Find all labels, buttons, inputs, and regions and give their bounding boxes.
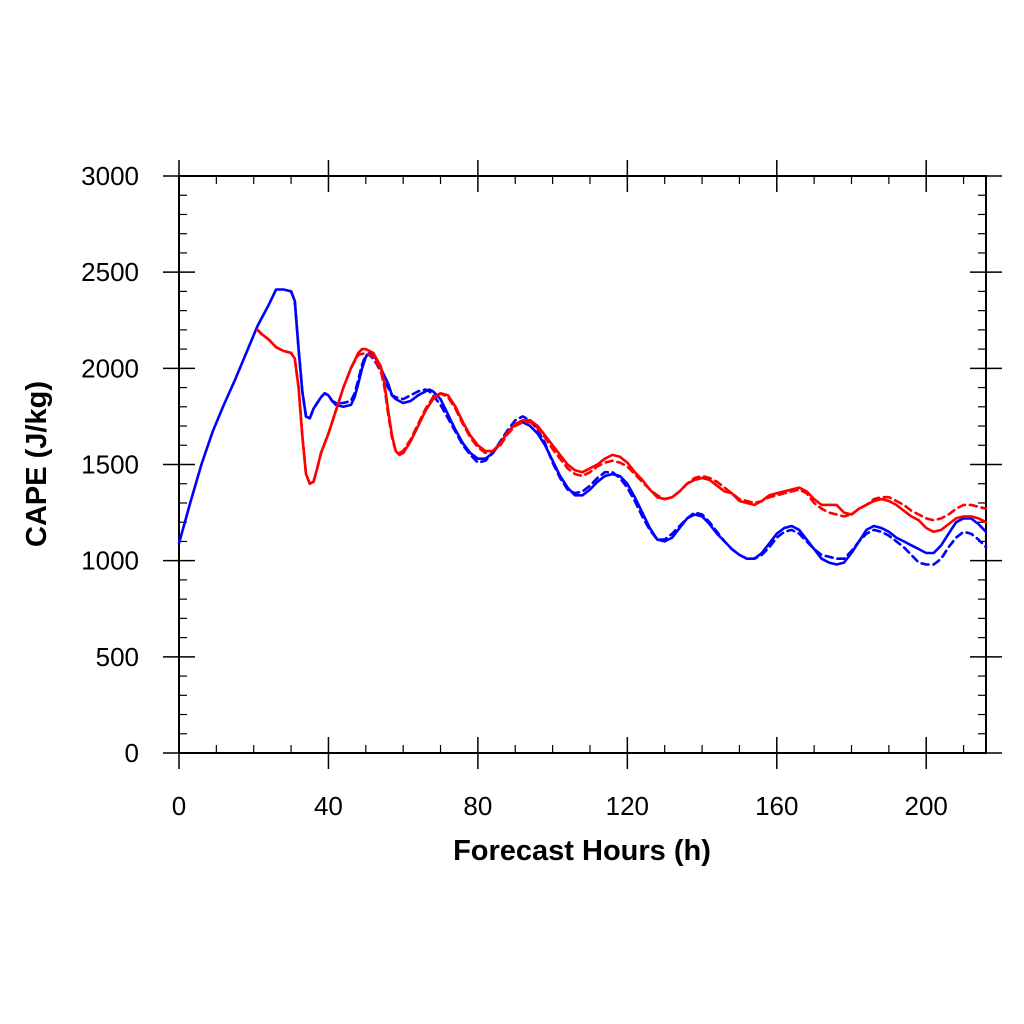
y-tick-label: 1500 [81,450,139,480]
y-tick-label: 1000 [81,546,139,576]
y-tick-label: 0 [125,738,139,768]
series-line-3 [256,328,988,534]
y-tick-label: 2000 [81,353,139,383]
x-tick-label: 40 [314,791,343,821]
series-line-2 [289,290,988,566]
y-axis-ticks: 0 500 1000 1500 2000 2500 3000 [81,161,1002,768]
y-tick-label: 3000 [81,161,139,191]
x-tick-label: 200 [905,791,948,821]
x-axis-title: Forecast Hours (h) [453,835,711,867]
series-line-4 [256,328,988,522]
plot-frame [178,175,987,754]
x-axis-ticks: 0 40 80 120 160 200 [172,160,965,821]
y-axis-title: CAPE (J/kg) [21,381,53,547]
y-tick-label: 500 [96,642,139,672]
series-layer [177,288,988,566]
x-tick-label: 80 [463,791,492,821]
y-tick-label: 2500 [81,257,139,287]
x-tick-label: 160 [755,791,798,821]
x-tick-label: 0 [172,791,186,821]
series-line-1 [177,288,988,566]
x-tick-label: 120 [606,791,649,821]
